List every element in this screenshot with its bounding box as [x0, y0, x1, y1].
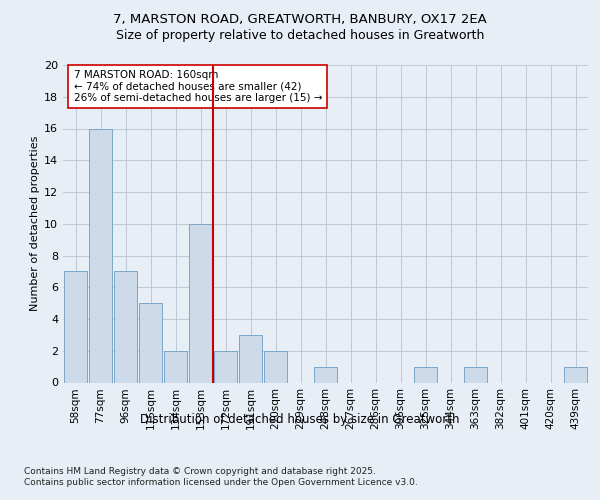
- Bar: [64, 272, 88, 382]
- Bar: [139, 303, 163, 382]
- Bar: [89, 128, 112, 382]
- Bar: [239, 335, 262, 382]
- Y-axis label: Number of detached properties: Number of detached properties: [30, 136, 40, 312]
- Bar: [188, 224, 212, 382]
- Bar: [263, 351, 287, 382]
- Bar: [464, 366, 487, 382]
- Text: 7 MARSTON ROAD: 160sqm
← 74% of detached houses are smaller (42)
26% of semi-det: 7 MARSTON ROAD: 160sqm ← 74% of detached…: [74, 70, 322, 103]
- Bar: [164, 351, 187, 382]
- Text: Contains HM Land Registry data © Crown copyright and database right 2025.
Contai: Contains HM Land Registry data © Crown c…: [24, 468, 418, 487]
- Text: 7, MARSTON ROAD, GREATWORTH, BANBURY, OX17 2EA: 7, MARSTON ROAD, GREATWORTH, BANBURY, OX…: [113, 12, 487, 26]
- Bar: [314, 366, 337, 382]
- Bar: [413, 366, 437, 382]
- Bar: [563, 366, 587, 382]
- Text: Size of property relative to detached houses in Greatworth: Size of property relative to detached ho…: [116, 29, 484, 42]
- Bar: [113, 272, 137, 382]
- Text: Distribution of detached houses by size in Greatworth: Distribution of detached houses by size …: [140, 412, 460, 426]
- Bar: [214, 351, 238, 382]
